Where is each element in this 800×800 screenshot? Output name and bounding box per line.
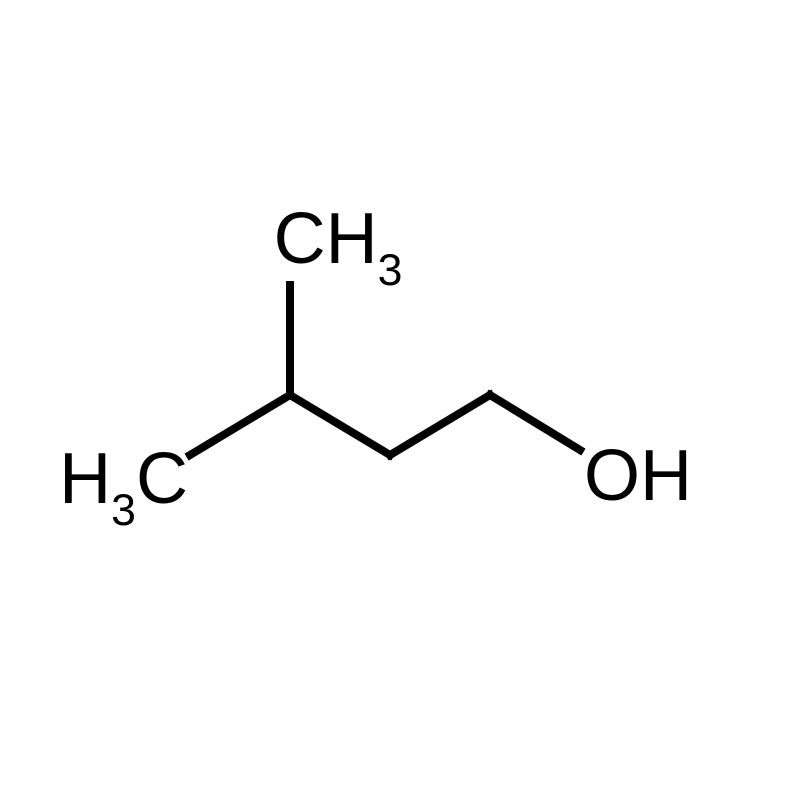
bond [490, 395, 580, 450]
molecule-canvas: CH3 H3C OH [0, 0, 800, 800]
atom-label-oh: OH [584, 440, 692, 512]
atom-label-ch3_top: CH3 [274, 203, 403, 287]
atom-label-h3c_left: H3C [59, 443, 188, 527]
bond [290, 395, 390, 455]
bond [190, 395, 290, 455]
bond-layer [0, 0, 800, 800]
bond [390, 395, 490, 455]
